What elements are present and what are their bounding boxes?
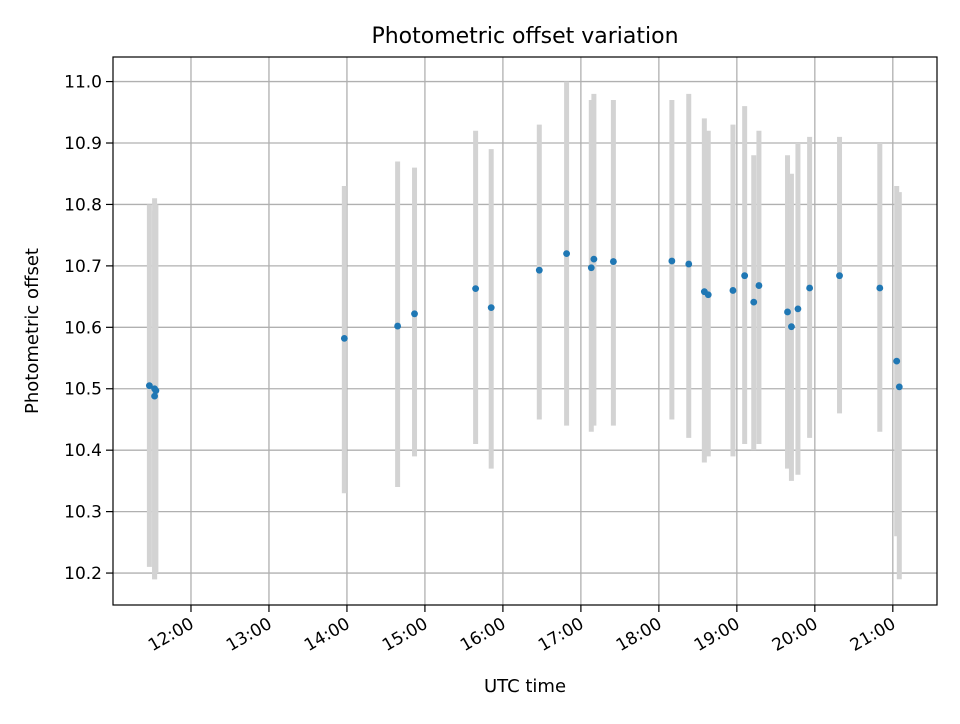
y-axis-ticks: 10.2 10.3 10.4 10.5 10.6 10.7 10.8 10.9 11.0	[64, 73, 113, 584]
plot-frame	[112, 56, 938, 606]
data-point	[755, 282, 763, 289]
data-point	[487, 304, 495, 312]
y-tick-label: 11.0	[64, 73, 102, 93]
data-point	[836, 272, 843, 280]
x-axis-label: UTC time	[484, 676, 566, 697]
data-point	[340, 334, 348, 342]
y-tick-label: 10.7	[64, 257, 102, 277]
data-point	[668, 257, 676, 265]
y-axis-label: Photometric offset	[22, 248, 43, 414]
data-point	[535, 266, 543, 274]
data-point	[806, 284, 814, 292]
grid	[113, 57, 937, 605]
data-point	[794, 305, 802, 313]
y-tick-label: 10.4	[64, 441, 102, 461]
data-point	[704, 291, 712, 299]
data-point	[563, 250, 570, 257]
data-point	[152, 387, 160, 394]
y-tick-label: 10.5	[64, 380, 102, 400]
y-tick-label: 10.9	[64, 134, 102, 154]
y-tick-label: 10.3	[64, 503, 102, 523]
data-point	[876, 284, 884, 292]
plot-area	[113, 57, 937, 605]
data-point	[411, 310, 418, 318]
data-point	[788, 323, 795, 331]
y-tick-label: 10.2	[64, 564, 102, 584]
data-point	[784, 308, 791, 316]
data-point	[590, 255, 598, 263]
data-point	[741, 272, 749, 280]
data-point	[472, 285, 480, 293]
y-tick-label: 10.6	[64, 318, 102, 338]
data-points	[145, 250, 903, 400]
data-point	[685, 260, 693, 268]
data-point	[394, 322, 402, 330]
data-point	[609, 258, 617, 265]
y-tick-label: 10.8	[64, 195, 102, 215]
data-point	[750, 298, 758, 306]
data-point	[587, 264, 595, 272]
chart-title: Photometric offset variation	[371, 24, 678, 49]
data-point	[895, 383, 903, 391]
data-point	[893, 357, 901, 365]
data-point	[151, 392, 158, 400]
data-point	[729, 287, 737, 294]
data-point	[145, 382, 153, 390]
